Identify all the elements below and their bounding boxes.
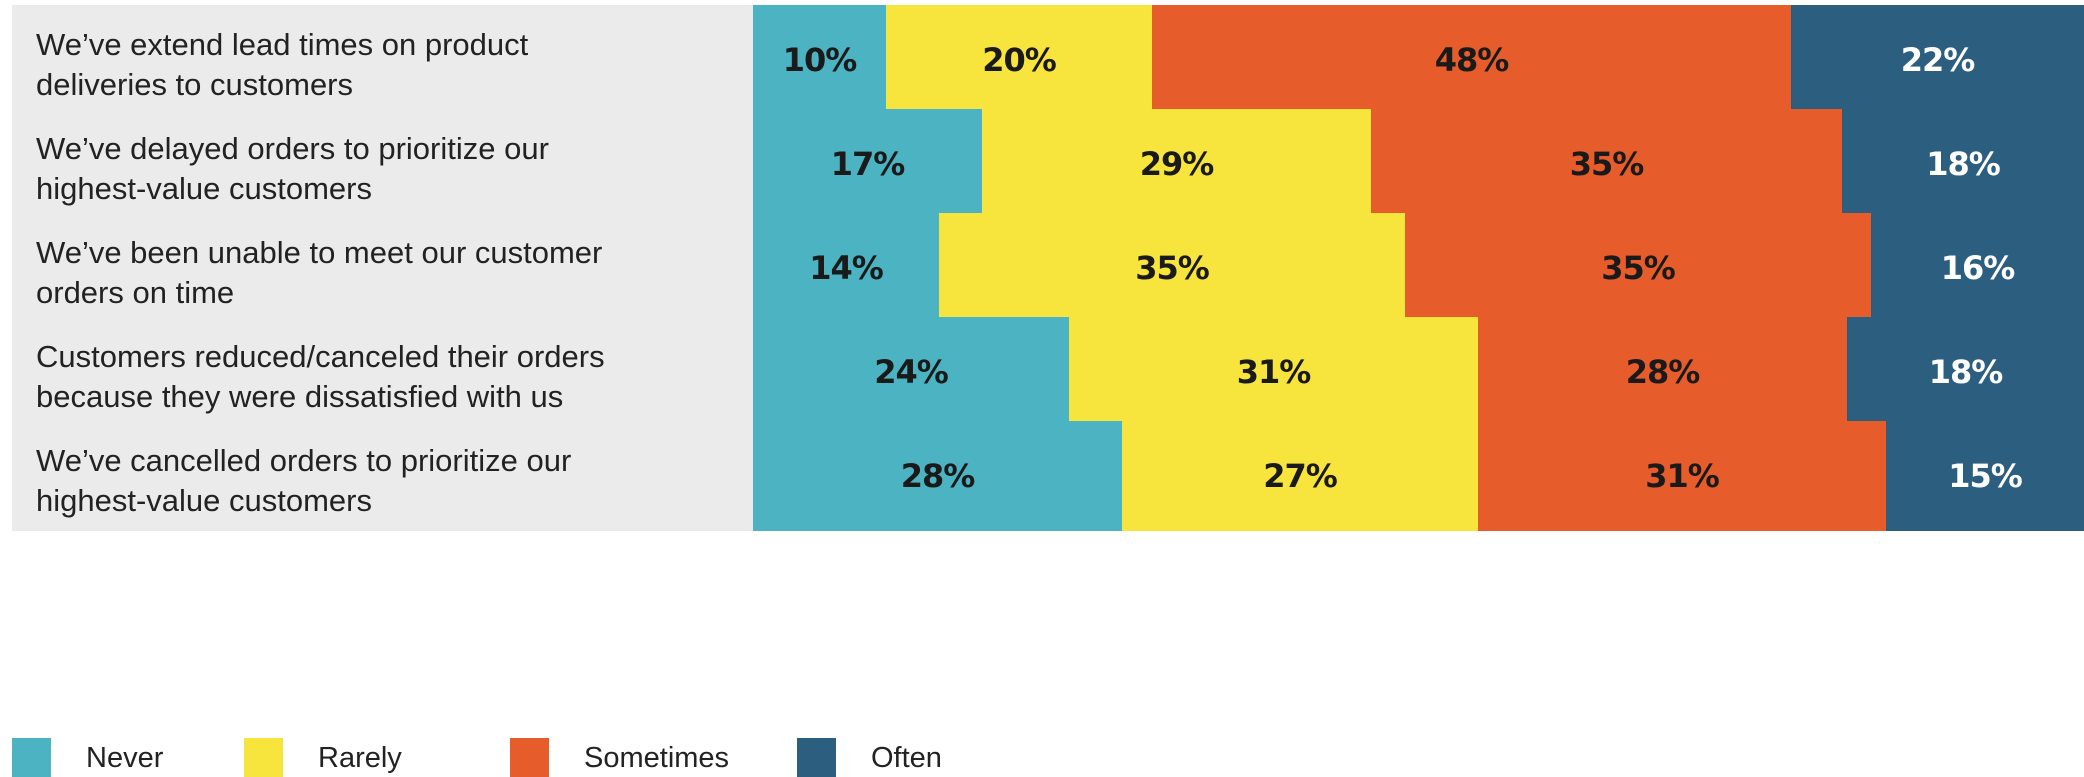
category-label-line: highest-value customers [36,171,372,206]
category-label: We’ve been unable to meet our customer or… [36,233,736,313]
legend: Never Rarely Sometimes Often [12,738,1112,777]
data-label: 14% [809,249,884,287]
stacked-bar: 14% 35% 35% 16% [753,213,2084,323]
category-label-line: orders on time [36,275,235,310]
bar-segment-never: 28% [753,421,1122,531]
data-label: 27% [1263,457,1338,495]
chart-row: We’ve extend lead times on product delive… [12,5,2084,115]
bar-segment-often: 18% [1847,317,2084,427]
category-label-line: deliveries to customers [36,67,354,102]
data-label: 35% [1569,145,1645,183]
category-label-line: We’ve delayed orders to prioritize our [36,131,549,166]
bar-segment-rarely: 35% [939,213,1405,323]
bar-segment-rarely: 20% [886,5,1152,115]
row-label-box: We’ve extend lead times on product delive… [12,5,753,115]
bar-segment-never: 17% [753,109,982,219]
data-label: 17% [830,145,906,183]
bar-segment-never: 14% [753,213,939,323]
data-label: 28% [1625,353,1701,391]
bar-segment-sometimes: 28% [1478,317,1847,427]
bar-segment-often: 16% [1871,213,2084,323]
data-label: 16% [1940,249,2016,287]
data-label: 35% [1601,249,1676,287]
data-label: 24% [874,353,949,391]
bar-segment-rarely: 29% [982,109,1371,219]
bar-segment-often: 18% [1842,109,2084,219]
stacked-bar: 24% 31% 28% 18% [753,317,2084,427]
bar-segment-never: 24% [753,317,1069,427]
row-label-box: Customers reduced/canceled their orders b… [12,317,753,427]
stacked-bar: 28% 27% 31% 15% [753,421,2084,531]
category-label: We’ve cancelled orders to prioritize our… [36,441,736,521]
legend-swatch [797,738,836,777]
bar-segment-often: 22% [1791,5,2084,115]
bar-segment-sometimes: 35% [1371,109,1842,219]
chart-row: We’ve cancelled orders to prioritize our… [12,421,2084,531]
category-label-line: Customers reduced/canceled their orders [36,339,605,374]
legend-swatch [510,738,549,777]
category-label: We’ve extend lead times on product delive… [36,25,736,105]
data-label: 31% [1236,353,1312,391]
data-label: 18% [1926,145,2001,183]
data-label: 29% [1139,145,1215,183]
row-label-box: We’ve delayed orders to prioritize our hi… [12,109,753,219]
bar-segment-often: 15% [1886,421,2084,531]
data-label: 48% [1434,41,1510,79]
chart-row: We’ve delayed orders to prioritize our hi… [12,109,2084,219]
data-label: 18% [1928,353,2004,391]
row-label-box: We’ve been unable to meet our customer or… [12,213,753,323]
stacked-bar: 10% 20% 48% 22% [753,5,2084,115]
category-label-line: We’ve cancelled orders to prioritize our [36,443,572,478]
category-label: We’ve delayed orders to prioritize our hi… [36,129,736,209]
data-label: 20% [982,41,1057,79]
legend-swatch [12,738,51,777]
bar-segment-sometimes: 48% [1152,5,1791,115]
data-label: 28% [900,457,976,495]
category-label-line: We’ve extend lead times on product [36,27,529,62]
row-label-box: We’ve cancelled orders to prioritize our… [12,421,753,531]
bar-segment-rarely: 31% [1069,317,1478,427]
data-label: 31% [1645,457,1720,495]
bar-segment-sometimes: 31% [1478,421,1886,531]
data-label: 15% [1948,457,2023,495]
bar-segment-rarely: 27% [1122,421,1478,531]
data-label: 35% [1135,249,1210,287]
stacked-bar: 17% 29% 35% 18% [753,109,2084,219]
legend-label: Rarely [318,742,402,774]
data-label: 22% [1900,41,1976,79]
chart-row: Customers reduced/canceled their orders b… [12,317,2084,427]
legend-label: Sometimes [584,742,730,774]
legend-label: Never [86,742,164,774]
data-label: 10% [782,41,858,79]
category-label: Customers reduced/canceled their orders b… [36,337,736,417]
category-label-line: highest-value customers [36,483,372,518]
legend-label: Often [871,742,942,774]
category-label-line: We’ve been unable to meet our customer [36,235,603,270]
chart-row: We’ve been unable to meet our customer or… [12,213,2084,323]
bar-segment-never: 10% [753,5,886,115]
bar-segment-sometimes: 35% [1405,213,1871,323]
legend-swatch [244,738,283,777]
category-label-line: because they were dissatisfied with us [36,379,564,414]
